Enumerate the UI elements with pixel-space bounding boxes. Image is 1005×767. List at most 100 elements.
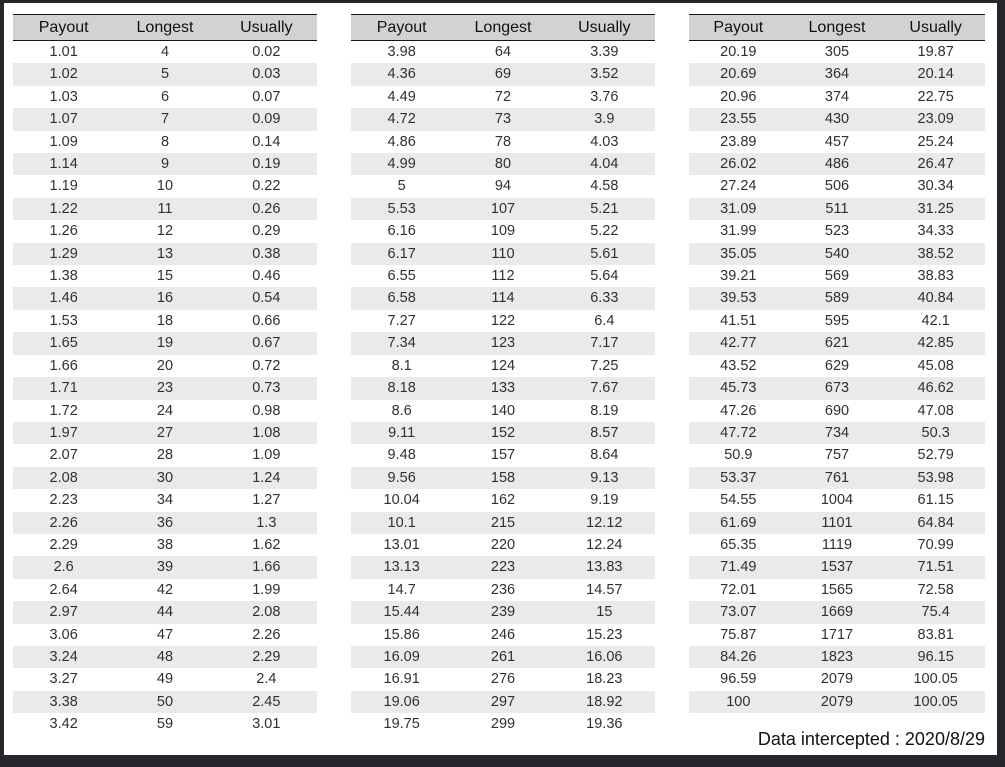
cell: 2.29 bbox=[252, 648, 281, 665]
cell: 3.42 bbox=[49, 716, 78, 733]
cell: 18.23 bbox=[586, 671, 623, 688]
cell: 1.66 bbox=[252, 559, 281, 576]
cell: 65.35 bbox=[720, 536, 757, 553]
table-row: 14.7 236 14.57 bbox=[351, 579, 655, 601]
table-row: 7.27 122 6.4 bbox=[351, 310, 655, 332]
cell: 36 bbox=[156, 514, 174, 531]
cell: 8.1 bbox=[391, 357, 412, 374]
cell: 4.03 bbox=[590, 133, 619, 150]
table-row: 6.17 110 5.61 bbox=[351, 242, 655, 266]
cell: 96.59 bbox=[720, 671, 757, 688]
cell: 158 bbox=[490, 469, 516, 486]
cell: 94 bbox=[494, 178, 512, 195]
cell: 31.25 bbox=[917, 200, 954, 217]
table-row: 4.86 78 4.03 bbox=[351, 131, 655, 153]
cell: 1.71 bbox=[49, 380, 78, 397]
cell: 50.3 bbox=[921, 424, 950, 441]
table-header: Payout Longest Usually bbox=[13, 14, 317, 41]
cell: 23.09 bbox=[917, 111, 954, 128]
cell: 1.3 bbox=[256, 514, 277, 531]
data-intercepted-label: Data intercepted : 2020/8/29 bbox=[757, 729, 985, 749]
table-row: 8.1 124 7.25 bbox=[351, 355, 655, 377]
cell: 15.86 bbox=[383, 626, 420, 643]
cell: 30 bbox=[156, 469, 174, 486]
cell: 690 bbox=[824, 402, 850, 419]
cell: 112 bbox=[491, 268, 515, 285]
cell: 54.55 bbox=[720, 492, 757, 509]
cell: 45.08 bbox=[917, 357, 954, 374]
cell: 42.77 bbox=[720, 335, 757, 352]
cell: 2.64 bbox=[49, 581, 78, 598]
cell: 71.51 bbox=[917, 559, 954, 576]
cell: 20.96 bbox=[720, 88, 757, 105]
cell: 162 bbox=[490, 492, 516, 509]
cell: 8.18 bbox=[387, 380, 416, 397]
table-row: 31.99 523 34.33 bbox=[689, 220, 985, 242]
cell: 6 bbox=[160, 88, 170, 105]
cell: 2.97 bbox=[49, 604, 78, 621]
cell: 64 bbox=[494, 44, 512, 60]
cell: 50 bbox=[156, 693, 174, 710]
cell: 3.39 bbox=[590, 44, 619, 60]
column-header-payout: Payout bbox=[351, 14, 453, 41]
table-row: 41.51 595 42.1 bbox=[689, 310, 985, 332]
cell: 15.23 bbox=[586, 626, 623, 643]
cell: 8 bbox=[160, 133, 170, 150]
cell: 0.26 bbox=[252, 200, 281, 217]
cell: 69 bbox=[494, 66, 512, 83]
table-row: 2.07 28 1.09 bbox=[13, 444, 317, 466]
cell: 305 bbox=[824, 44, 850, 60]
cell: 1.07 bbox=[49, 111, 78, 128]
cell: 1.97 bbox=[49, 424, 78, 441]
table-row: 2.64 42 1.99 bbox=[13, 579, 317, 601]
cell: 3.98 bbox=[387, 44, 416, 60]
table-row: 2.97 44 2.08 bbox=[13, 601, 317, 624]
cell: 53.37 bbox=[720, 469, 757, 486]
table-row: 1.97 27 1.08 bbox=[13, 421, 317, 445]
cell: 10.04 bbox=[383, 492, 420, 509]
cell: 0.67 bbox=[252, 335, 281, 352]
cell: 8.64 bbox=[590, 447, 619, 464]
cell: 3.52 bbox=[590, 66, 619, 83]
table-row: 20.69 364 20.14 bbox=[689, 63, 985, 86]
cell: 47.08 bbox=[917, 402, 954, 419]
cell: 140 bbox=[490, 402, 516, 419]
table-row: 54.55 1004 61.15 bbox=[689, 489, 985, 511]
cell: 5.61 bbox=[590, 245, 619, 262]
cell: 14.7 bbox=[387, 581, 416, 598]
cell: 42.1 bbox=[921, 312, 950, 329]
table-row: 27.24 506 30.34 bbox=[689, 175, 985, 197]
table-row: 1.03 6 0.07 bbox=[13, 86, 317, 108]
cell: 3.24 bbox=[49, 648, 78, 665]
cell: 26.47 bbox=[917, 156, 954, 173]
cell: 15.44 bbox=[383, 604, 420, 621]
cell: 46.62 bbox=[917, 380, 954, 397]
cell: 1119 bbox=[821, 536, 853, 553]
cell: 5 bbox=[397, 178, 406, 195]
cell: 0.09 bbox=[252, 111, 281, 128]
column-header-usually: Usually bbox=[886, 14, 985, 41]
cell: 44 bbox=[156, 604, 174, 621]
cell: 1.72 bbox=[49, 402, 78, 419]
cell: 1.26 bbox=[49, 223, 78, 240]
cell: 18.92 bbox=[586, 693, 623, 710]
column-header-payout: Payout bbox=[13, 14, 115, 41]
cell: 19.75 bbox=[383, 716, 420, 733]
cell: 0.46 bbox=[252, 268, 281, 285]
cell: 42 bbox=[156, 581, 174, 598]
cell: 1.19 bbox=[49, 178, 78, 195]
table-row: 1.46 16 0.54 bbox=[13, 287, 317, 310]
cell: 5.22 bbox=[590, 223, 619, 240]
table-row: 2.23 34 1.27 bbox=[13, 489, 317, 511]
cell: 38 bbox=[156, 536, 174, 553]
cell: 9.11 bbox=[388, 424, 416, 441]
table-body: 20.19 305 19.87 20.69 364 20.14 20.96 374 22.75 2… bbox=[689, 41, 985, 714]
table-row: 8.6 140 8.19 bbox=[351, 400, 655, 422]
table-row: 1.38 15 0.46 bbox=[13, 265, 317, 287]
column-header-longest: Longest bbox=[114, 14, 216, 41]
cell: 49 bbox=[156, 671, 174, 688]
table-row: 2.29 38 1.62 bbox=[13, 534, 317, 556]
cell: 1.24 bbox=[252, 469, 281, 486]
cell: 114 bbox=[491, 290, 515, 307]
cell: 27 bbox=[156, 424, 174, 441]
